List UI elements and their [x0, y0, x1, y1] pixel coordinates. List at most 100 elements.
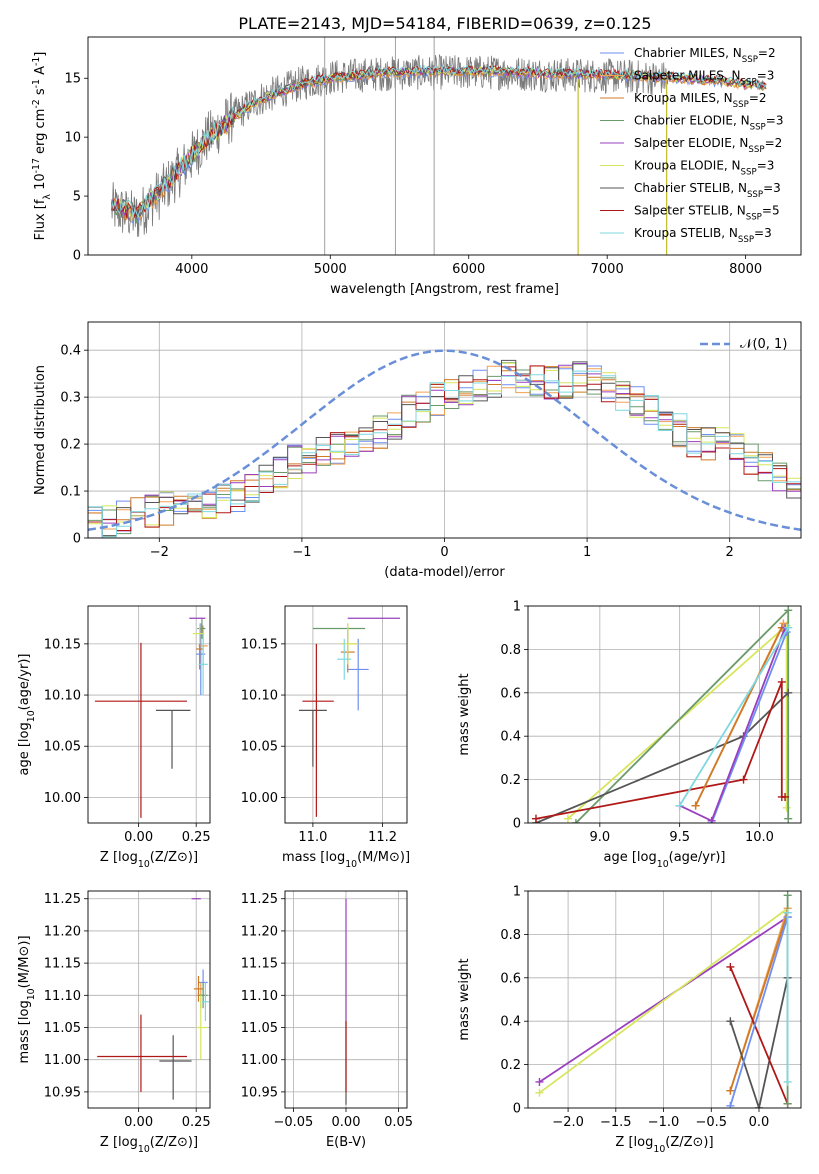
model-spectrum-line: [111, 65, 767, 218]
residual-histogram: [88, 370, 801, 538]
y-axis-label: mass weight: [457, 958, 472, 1040]
y-axis-label: mass [log10(M/M⊙)]: [17, 935, 37, 1063]
errorbar-point: [347, 638, 369, 711]
weight-point-marker: [784, 688, 793, 697]
y-tick-label: 11.15: [241, 957, 278, 972]
y-tick-label: 10.05: [44, 740, 81, 755]
y-tick-label: 11.15: [44, 957, 81, 972]
y-tick-label: 11.25: [241, 892, 278, 907]
weight-point-marker: [784, 606, 793, 615]
panel-z_weight: −2.0 −1.5 −1.0 −0.5 0.0 0 0.2 0.4 0.6 0.8 1 Z [log1…: [457, 885, 802, 1155]
weight-point-marker: [707, 816, 716, 823]
weight-line: [535, 681, 785, 820]
weight-point-marker: [726, 962, 735, 971]
weight-line: [535, 692, 789, 823]
x-tick-label: 1: [583, 545, 591, 560]
x-tick-label: −1: [292, 545, 311, 560]
weight-line: [710, 631, 788, 823]
errorbar-point: [159, 1035, 192, 1100]
y-tick-label: 11.20: [241, 924, 278, 939]
axes-frame: [284, 890, 408, 1109]
x-tick-label: 6000: [452, 262, 485, 277]
y-tick-label: 0.1: [60, 485, 81, 500]
y-tick-label: 11.10: [241, 989, 278, 1004]
y-tick-label: 0.4: [500, 730, 521, 745]
y-tick-label: 0.8: [500, 928, 521, 943]
errorbar-point: [97, 1014, 187, 1092]
plot-area-spectrum: [111, 37, 767, 255]
x-tick-label: −1.5: [600, 1115, 632, 1130]
x-axis-label: Z [log10(Z/Z⊙)]: [100, 850, 198, 870]
spectrum-legend: Chabrier MILES, NSSP=2 Salpeter MILES, NS…: [600, 46, 783, 245]
errorbar-point: [196, 623, 206, 696]
weight-point-marker: [726, 1086, 735, 1095]
weight-point-marker: [781, 792, 790, 801]
legend-label: Chabrier MILES, NSSP=2: [634, 46, 776, 65]
weight-point-marker: [726, 1101, 735, 1108]
axes-frame: [87, 321, 802, 539]
x-tick-label: −2.0: [552, 1115, 584, 1130]
y-tick-label: 0.3: [60, 391, 81, 406]
x-tick-label: 4000: [175, 262, 208, 277]
y-tick-label: 1: [513, 885, 521, 900]
y-tick-label: 0.6: [500, 971, 521, 986]
errorbar-point: [94, 642, 187, 818]
x-axis-label: (data-model)/error: [384, 565, 505, 580]
x-tick-label: 11.2: [368, 830, 397, 845]
y-axis-label: age [log10(age/yr)]: [17, 654, 37, 776]
y-tick-label: 0.8: [500, 643, 521, 658]
x-tick-label: −0.5: [695, 1115, 727, 1130]
x-tick-label: 0.25: [182, 1115, 211, 1130]
y-tick-label: 10.05: [241, 740, 278, 755]
y-tick-label: 0.2: [60, 438, 81, 453]
plot-area-z_mass: [88, 891, 210, 1108]
x-axis-label: Z [log10(Z/Z⊙)]: [100, 1135, 198, 1155]
weight-line: [678, 627, 789, 807]
errorbar-point: [340, 623, 359, 665]
axes-frame: [284, 605, 408, 824]
y-tick-label: 0: [513, 817, 521, 832]
x-axis-label: Z [log10(Z/Z⊙)]: [615, 1135, 713, 1155]
legend-label: Kroupa MILES, NSSP=2: [634, 91, 767, 110]
figure-title: PLATE=2143, MJD=54184, FIBERID=0639, z=0…: [238, 14, 651, 33]
x-axis-label: wavelength [Angstrom, rest frame]: [330, 282, 559, 297]
panel-age_weight: 9.0 9.5 10.0 0 0.2 0.4 0.6 0.8 1 age [log10(age/y…: [457, 600, 802, 870]
x-tick-label: 0.05: [384, 1115, 413, 1130]
legend-label: Chabrier ELODIE, NSSP=3: [634, 114, 783, 133]
x-tick-label: 0.00: [332, 1115, 361, 1130]
y-tick-label: 5: [73, 190, 81, 205]
y-tick-label: 11.25: [44, 892, 81, 907]
axes-frame: [87, 890, 211, 1109]
weight-point-marker: [784, 814, 793, 823]
weight-line: [729, 966, 789, 1105]
axes-frame: [87, 605, 211, 824]
plot-area-ebv_mass: [285, 891, 407, 1108]
y-axis-label: Flux [fλ 10-17 erg cm-2 s-1 A-1]: [31, 52, 53, 241]
errorbar-point: [197, 618, 206, 639]
y-tick-label: 10: [64, 131, 81, 146]
y-tick-label: 11.00: [44, 1053, 81, 1068]
errorbar-point: [155, 709, 191, 769]
y-tick-label: 1: [513, 600, 521, 615]
x-tick-label: −0.05: [273, 1115, 313, 1130]
x-tick-label: −2: [150, 545, 169, 560]
axes-frame: [87, 36, 802, 256]
x-tick-label: 0.0: [749, 1115, 770, 1130]
weight-point-marker: [535, 1088, 544, 1097]
y-tick-label: 10.10: [44, 689, 81, 704]
y-tick-label: 11.00: [241, 1053, 278, 1068]
y-tick-label: 10.00: [241, 791, 278, 806]
x-tick-label: 0: [440, 545, 448, 560]
y-tick-label: 0: [73, 532, 81, 547]
weight-line: [729, 916, 789, 1107]
y-tick-label: 11.10: [44, 989, 81, 1004]
errorbar-point: [192, 623, 205, 644]
panel-z_mass: 0.00 0.25 10.95 11.00 11.05 11.10 11.15 11.20 11…: [17, 890, 211, 1155]
y-tick-label: 0.4: [500, 1015, 521, 1030]
weight-point-marker: [531, 814, 540, 823]
y-tick-label: 0.2: [500, 773, 521, 788]
legend-label: Salpeter STELIB, NSSP=5: [634, 204, 780, 223]
weight-point-marker: [675, 801, 684, 810]
